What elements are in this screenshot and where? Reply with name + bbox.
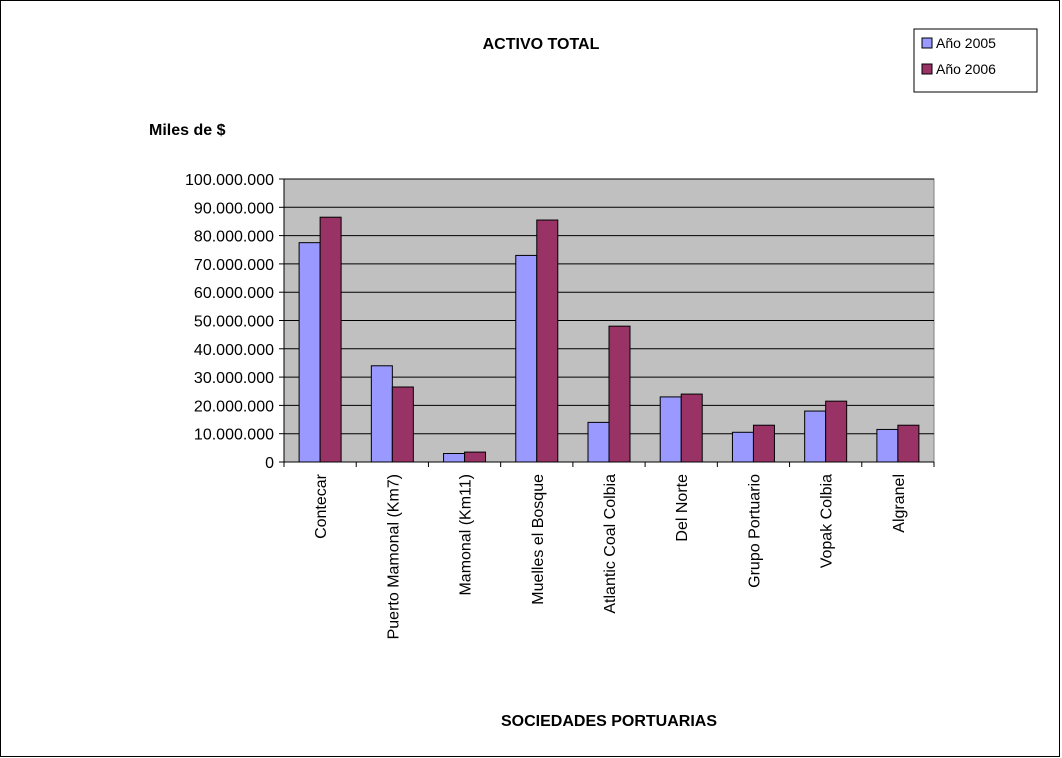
bar-2006	[680, 393, 703, 463]
bar-2005	[804, 410, 827, 463]
bar-2005	[515, 254, 538, 463]
x-tick-label: Algranel	[891, 474, 908, 533]
legend-label-2006: Año 2006	[936, 61, 996, 77]
bar-2005	[731, 431, 754, 463]
y-tick-label: 20.000.000	[194, 398, 274, 415]
bar-2006	[391, 386, 414, 463]
y-tick-label: 10.000.000	[194, 427, 274, 444]
y-tick-label: 100.000.000	[185, 172, 274, 189]
bar-2006	[825, 400, 848, 463]
x-tick-label: Atlantic Coal Colbia	[602, 474, 619, 614]
legend-swatch-2005	[921, 37, 933, 49]
bars	[298, 216, 920, 463]
y-tick-label: 0	[265, 455, 274, 472]
bar-2006	[608, 325, 631, 463]
legend-swatch-2006	[921, 63, 933, 75]
y-tick-label: 40.000.000	[194, 342, 274, 359]
bar-2006	[464, 451, 487, 463]
x-tick-label: Muelles el Bosque	[530, 474, 547, 605]
x-tick-label: Contecar	[313, 473, 330, 539]
bar-2005	[659, 396, 682, 463]
x-tick-label: Del Norte	[674, 474, 691, 542]
chart-title: ACTIVO TOTAL	[483, 36, 600, 53]
x-tick-label: Mamonal (Km11)	[458, 474, 475, 596]
bar-2005	[370, 365, 393, 463]
y-tick-label: 50.000.000	[194, 314, 274, 331]
bar-2005	[298, 242, 321, 463]
y-axis-title: Miles de $	[149, 122, 226, 139]
x-tick-label: Vopak Colbia	[819, 474, 836, 568]
y-tick-label: 60.000.000	[194, 285, 274, 302]
x-tick-label: Puerto Mamonal (Km7)	[385, 474, 402, 639]
x-tick-label: Grupo Portuario	[746, 474, 763, 588]
bar-2005	[443, 453, 466, 463]
bar-2006	[897, 424, 920, 463]
bar-2006	[536, 219, 559, 463]
bar-2005	[587, 421, 610, 463]
legend-label-2005: Año 2005	[936, 35, 996, 51]
y-tick-label: 90.000.000	[194, 200, 274, 217]
y-tick-label: 80.000.000	[194, 229, 274, 246]
y-tick-label: 30.000.000	[194, 370, 274, 387]
legend-box	[913, 28, 1038, 93]
bar-2006	[319, 216, 342, 463]
bar-2005	[876, 428, 899, 463]
bar-2006	[752, 424, 775, 463]
y-tick-label: 70.000.000	[194, 257, 274, 274]
legend: Año 2005 Año 2006	[913, 28, 1038, 93]
x-axis-title: SOCIEDADES PORTUARIAS	[501, 713, 717, 730]
x-axis-ticks: Contecar Puerto Mamonal (Km7) Mamonal (Km1…	[283, 462, 935, 639]
y-axis-ticks: 0 10.000.000 20.000.000 30.000.000 40.000.00…	[185, 172, 284, 472]
